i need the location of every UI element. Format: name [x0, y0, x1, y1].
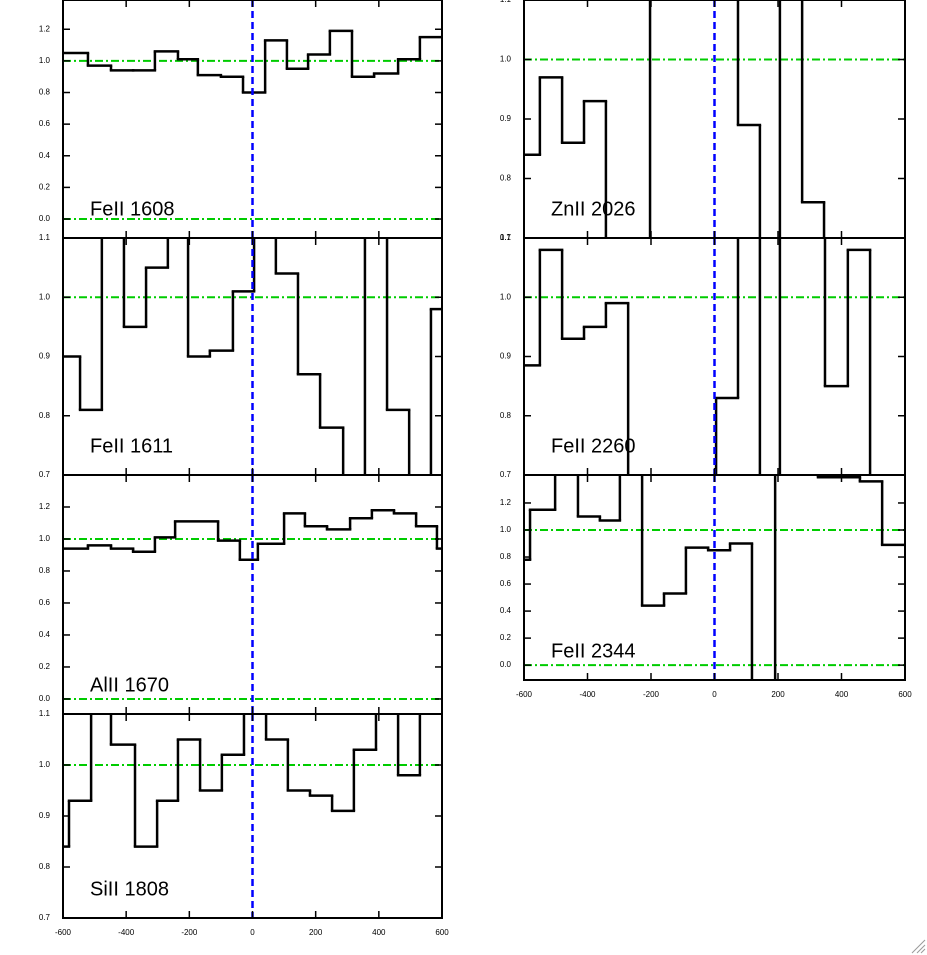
y-tick-label: 0.7: [39, 913, 51, 922]
x-tick-label: -400: [579, 690, 596, 699]
y-tick-label: 1.1: [39, 233, 51, 242]
y-tick-label: 1.0: [39, 56, 51, 65]
y-tick-label: 1.0: [500, 292, 512, 301]
y-tick-label: 0.9: [39, 811, 51, 820]
y-tick-label: 1.0: [500, 55, 512, 64]
y-tick-label: 0.9: [500, 352, 512, 361]
y-tick-label: 1.1: [39, 709, 51, 718]
plot-area: [63, 475, 442, 714]
x-tick-label: 0: [712, 690, 717, 699]
x-tick-label: -200: [643, 690, 660, 699]
x-tick-label: 400: [372, 928, 386, 937]
y-tick-label: 0.4: [500, 606, 512, 615]
y-tick-label: 0.4: [39, 630, 51, 639]
plot-area: [63, 714, 442, 918]
line-label: FeII 1611: [90, 435, 173, 457]
y-tick-label: 0.0: [500, 660, 512, 669]
y-tick-label: 1.2: [500, 498, 512, 507]
plot-area: [524, 238, 905, 475]
y-tick-label: 0.8: [39, 88, 51, 97]
x-tick-label: 400: [835, 690, 849, 699]
y-tick-label: 0.7: [500, 233, 512, 242]
x-tick-label: 600: [435, 928, 449, 937]
y-tick-label: 0.8: [39, 566, 51, 575]
panel: 0.7 0.8 0.9 1.0 1.1 FeII 2260: [500, 233, 906, 479]
y-tick-label: 0.0: [39, 694, 51, 703]
y-tick-label: 0.2: [39, 662, 51, 671]
x-tick-label: 600: [898, 690, 912, 699]
line-label: FeII 1608: [90, 198, 175, 220]
y-tick-label: 0.9: [39, 352, 51, 361]
x-tick-label: 200: [771, 690, 785, 699]
y-tick-label: 0.4: [39, 151, 51, 160]
y-tick-label: 0.7: [39, 470, 51, 479]
y-tick-label: 1.2: [39, 502, 51, 511]
line-label: ZnII 2026: [551, 198, 636, 220]
y-tick-label: 0.8: [500, 552, 512, 561]
y-tick-label: 0.6: [500, 579, 512, 588]
y-tick-label: 1.0: [39, 534, 51, 543]
y-tick-label: 1.0: [39, 292, 51, 301]
y-tick-label: 0.8: [500, 174, 512, 183]
plot-area: [524, 0, 905, 238]
x-tick-label: -200: [181, 928, 198, 937]
plot-area: [63, 0, 442, 238]
y-tick-label: 0.7: [500, 470, 512, 479]
y-tick-label: 0.2: [500, 633, 512, 642]
y-tick-label: 1.2: [39, 24, 51, 33]
plot-area: [524, 475, 905, 680]
panel: 0.0 0.2 0.4 0.6 0.8 1.0 1.2 FeII 1608: [39, 0, 443, 239]
y-tick-label: 0.8: [500, 411, 512, 420]
line-label: AlII 1670: [90, 674, 169, 696]
y-tick-label: 0.6: [39, 598, 51, 607]
y-tick-label: 1.1: [500, 0, 512, 4]
x-tick-label: -600: [516, 690, 533, 699]
line-label: SiII 1808: [90, 878, 169, 900]
line-label: FeII 2260: [551, 435, 636, 457]
panel: 0.7 0.8 0.9 1.0 1.1 ZnII 2026: [500, 0, 906, 242]
x-tick-label: -400: [118, 928, 135, 937]
y-tick-label: 0.6: [39, 119, 51, 128]
x-tick-label: 200: [309, 928, 323, 937]
resize-grip: [911, 939, 926, 954]
y-tick-label: 0.8: [39, 411, 51, 420]
plot-area: [63, 238, 442, 475]
y-tick-label: 1.1: [500, 233, 512, 242]
panel: 0.0 0.2 0.4 0.6 0.8 1.0 1.2 -600 -400 -200 0 200 400…: [500, 474, 912, 699]
line-label: FeII 2344: [551, 640, 636, 662]
y-tick-label: 0.0: [39, 214, 51, 223]
panel: 0.0 0.2 0.4 0.6 0.8 1.0 1.2 AlII 1670: [39, 474, 443, 715]
x-tick-label: 0: [250, 928, 255, 937]
y-tick-label: 0.9: [500, 114, 512, 123]
y-tick-label: 1.0: [500, 525, 512, 534]
panel: 0.7 0.8 0.9 1.0 1.1 -600 -400 -200 0 200 400 600 SiI…: [39, 709, 449, 937]
y-tick-label: 1.0: [39, 760, 51, 769]
y-tick-label: 0.2: [39, 183, 51, 192]
x-tick-label: -600: [55, 928, 72, 937]
y-tick-label: 0.8: [39, 862, 51, 871]
